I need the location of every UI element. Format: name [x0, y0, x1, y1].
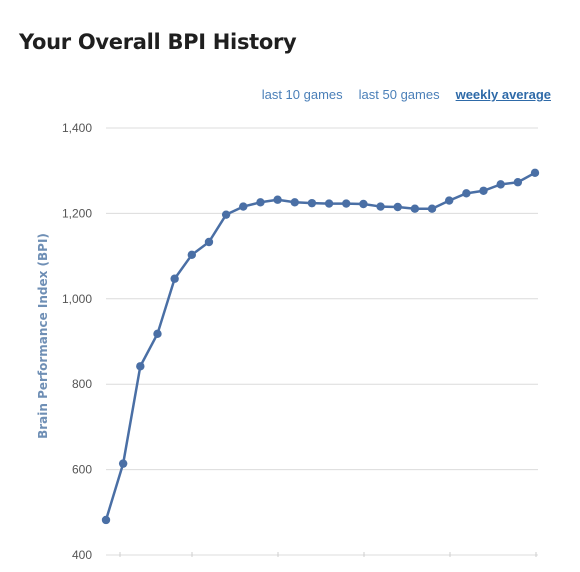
data-point[interactable]	[462, 189, 471, 198]
data-point[interactable]	[530, 168, 540, 178]
data-point[interactable]	[376, 202, 385, 211]
data-point[interactable]	[101, 515, 111, 525]
data-point[interactable]	[342, 199, 351, 208]
x-ticks	[119, 552, 537, 557]
data-point[interactable]	[307, 198, 317, 208]
data-point[interactable]	[273, 195, 282, 204]
y-tick-label: 600	[72, 463, 92, 477]
data-point[interactable]	[256, 198, 265, 207]
y-tick-label: 400	[72, 548, 92, 562]
data-point[interactable]	[410, 204, 420, 213]
data-point[interactable]	[204, 237, 214, 247]
tab-weekly-average[interactable]: weekly average	[455, 87, 551, 102]
data-point[interactable]	[359, 199, 368, 209]
y-tick-label: 1,400	[62, 121, 92, 135]
tab-last-10-games[interactable]: last 10 games	[261, 87, 343, 102]
data-point[interactable]	[324, 199, 334, 208]
data-point[interactable]	[118, 459, 128, 468]
data-point[interactable]	[170, 274, 179, 283]
range-tabs: last 10 games last 50 games weekly avera…	[246, 87, 551, 102]
data-point[interactable]	[239, 202, 248, 211]
y-tick-label: 1,000	[62, 292, 92, 306]
data-point[interactable]	[427, 204, 437, 213]
data-point[interactable]	[187, 250, 196, 260]
data-point[interactable]	[496, 180, 505, 189]
data-point[interactable]	[221, 210, 231, 219]
data-point[interactable]	[290, 198, 299, 207]
y-axis-title: Brain Performance Index (BPI)	[36, 233, 50, 439]
data-point[interactable]	[479, 186, 488, 195]
page-title: Your Overall BPI History	[19, 30, 297, 54]
y-tick-label: 1,200	[62, 206, 92, 220]
series-line	[104, 171, 536, 521]
data-point[interactable]	[136, 362, 145, 371]
data-point[interactable]	[153, 329, 162, 339]
y-tick-labels: 400 600 800 1,000 1,200 1,400	[62, 121, 92, 562]
gridlines	[106, 127, 538, 556]
y-tick-label: 800	[72, 377, 92, 391]
data-point[interactable]	[513, 178, 523, 187]
data-point[interactable]	[393, 202, 402, 212]
data-point[interactable]	[445, 196, 454, 205]
tab-last-50-games[interactable]: last 50 games	[358, 87, 440, 102]
series-bpi	[101, 168, 540, 525]
